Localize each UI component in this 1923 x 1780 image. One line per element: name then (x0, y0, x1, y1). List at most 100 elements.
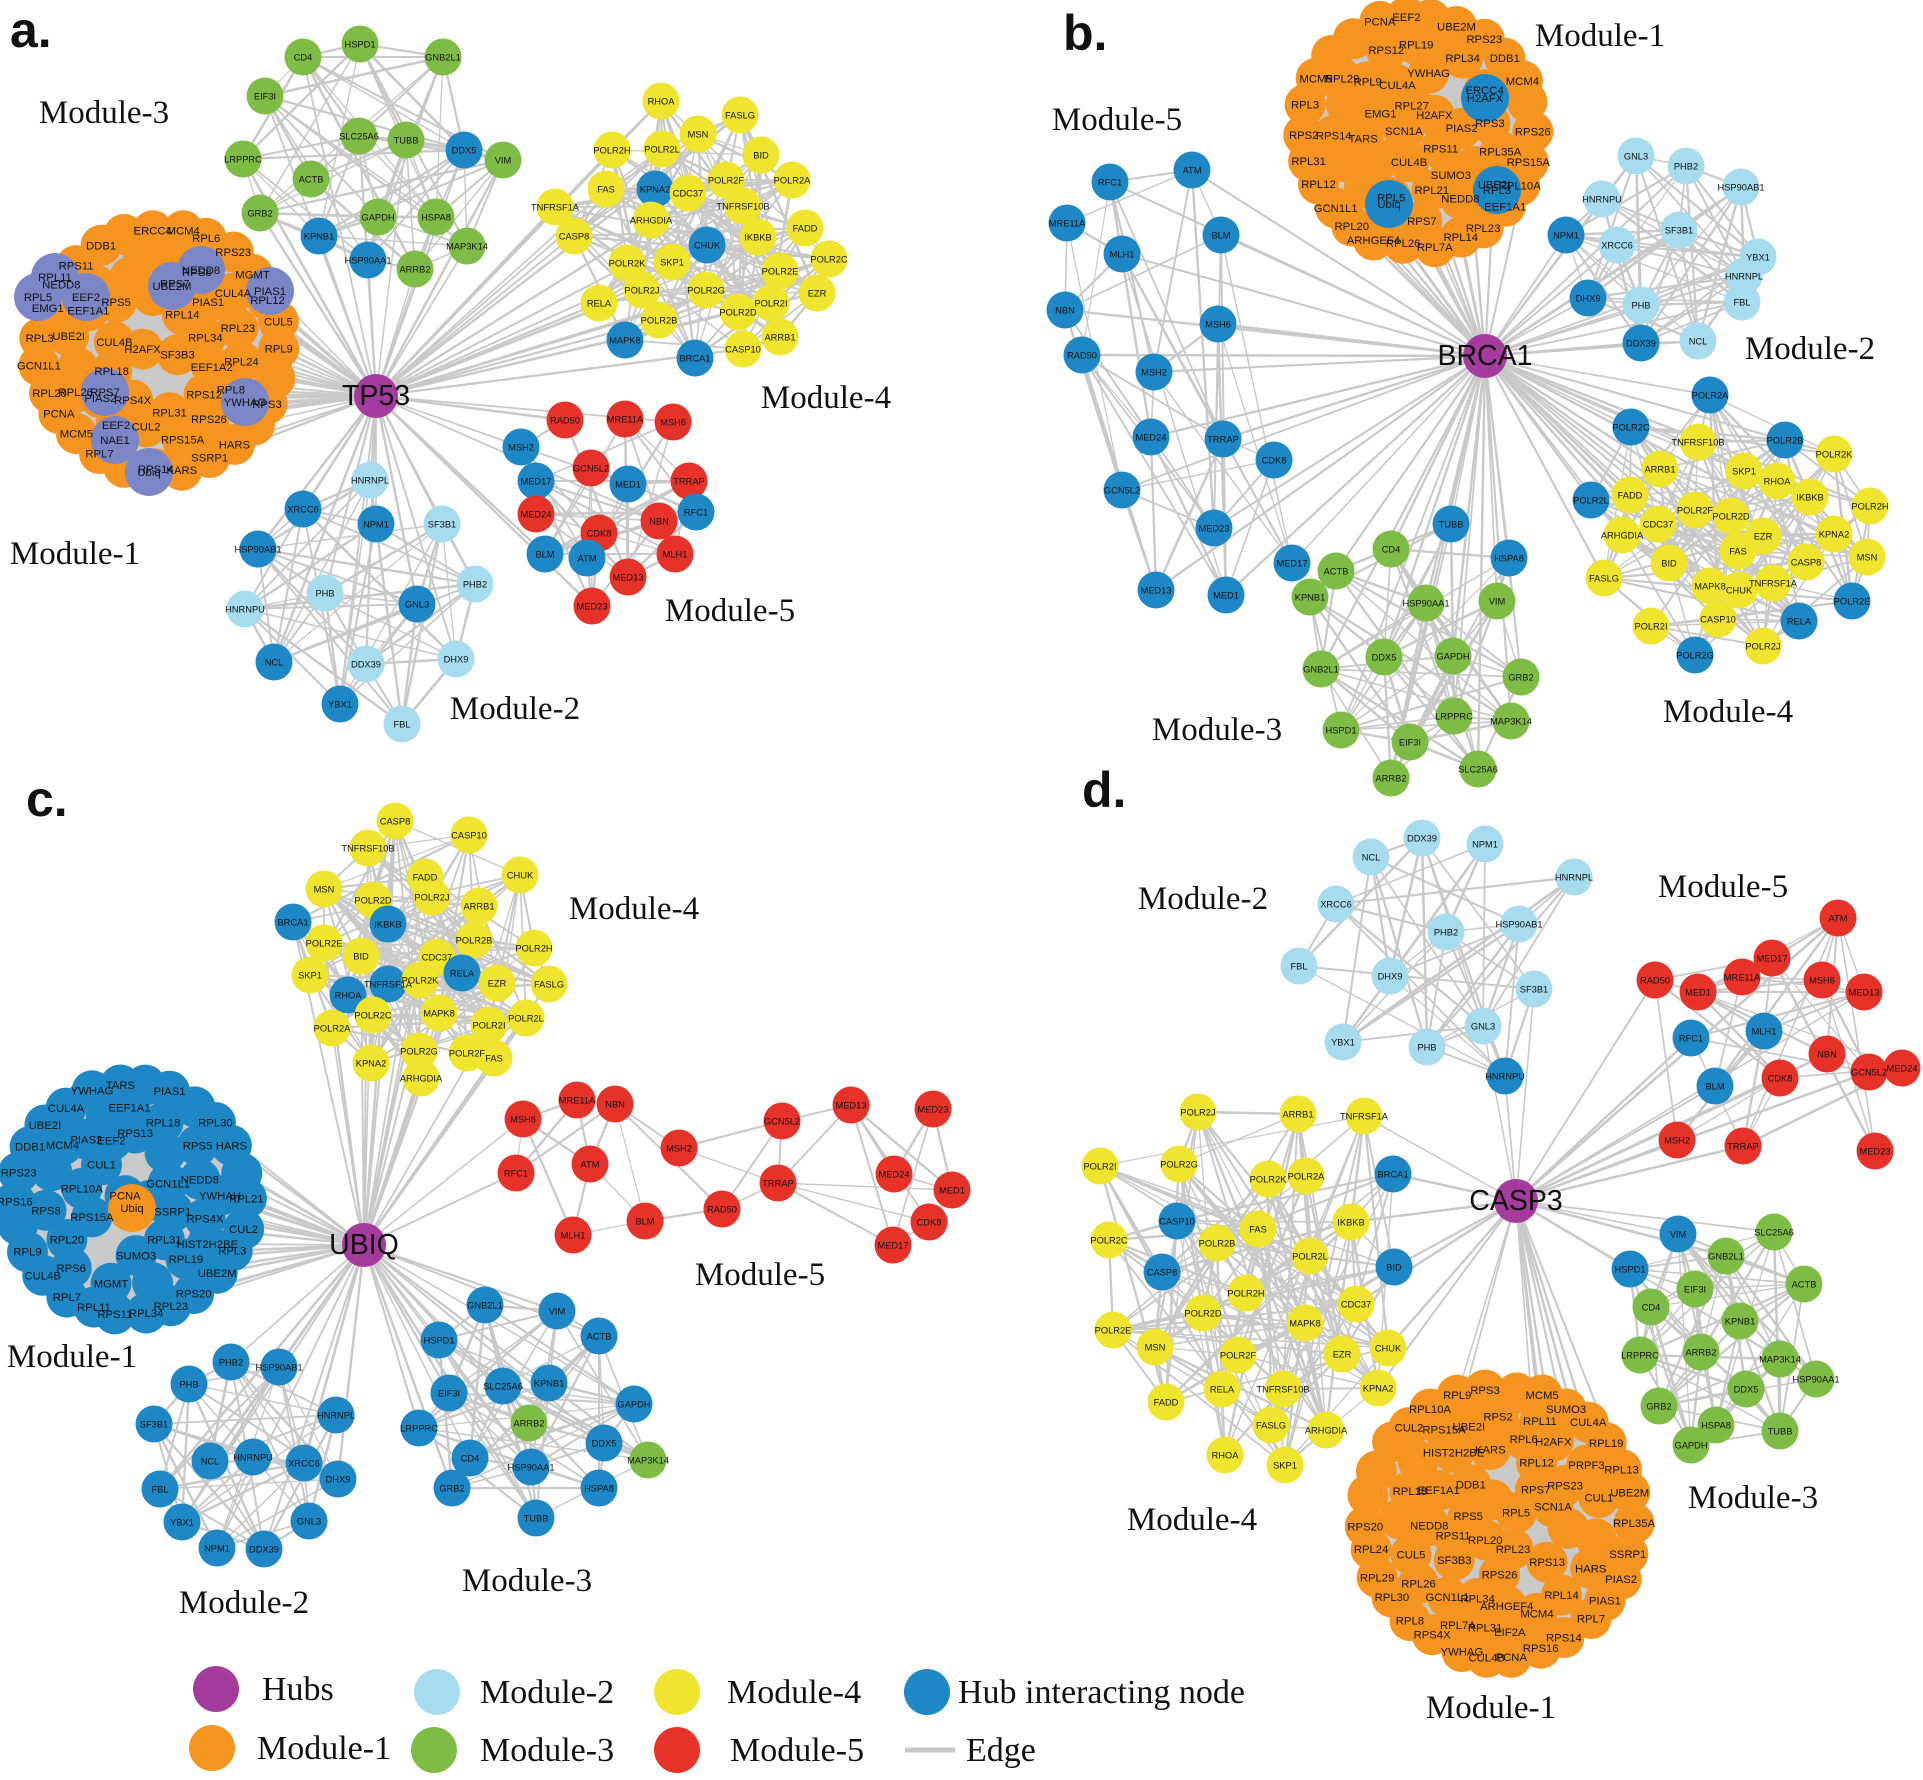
svg-text:CHUK: CHUK (1375, 1343, 1402, 1353)
svg-text:ARHGEF4: ARHGEF4 (1480, 1601, 1533, 1613)
svg-text:PIAS1: PIAS1 (254, 286, 286, 298)
svg-text:RPS8: RPS8 (31, 1205, 61, 1217)
svg-text:MAP3K14: MAP3K14 (1490, 716, 1532, 726)
svg-text:Module-3: Module-3 (480, 1732, 614, 1769)
svg-text:MED13: MED13 (612, 572, 643, 582)
svg-text:TUBB: TUBB (1439, 519, 1464, 529)
svg-text:RPL31: RPL31 (1468, 1623, 1503, 1635)
svg-text:POLR2C: POLR2C (1612, 422, 1649, 432)
svg-text:NCL: NCL (1689, 336, 1708, 346)
svg-text:GAPDH: GAPDH (1436, 651, 1469, 661)
svg-text:NEDD8: NEDD8 (42, 280, 80, 292)
svg-text:RPS23: RPS23 (1, 1167, 37, 1179)
svg-text:NBN: NBN (605, 1099, 625, 1109)
svg-text:POLR2K: POLR2K (402, 975, 439, 985)
svg-text:TARS: TARS (106, 1080, 136, 1092)
svg-text:YWHAG: YWHAG (1441, 1647, 1484, 1659)
svg-text:SLC25A6: SLC25A6 (1754, 1227, 1794, 1237)
svg-text:SKP1: SKP1 (660, 257, 684, 267)
svg-text:ERCC4: ERCC4 (1465, 85, 1503, 97)
svg-text:GNB2L1: GNB2L1 (1303, 664, 1339, 674)
svg-text:MSH6: MSH6 (510, 1114, 536, 1124)
svg-text:RPS7: RPS7 (90, 387, 120, 399)
svg-text:GRB2: GRB2 (1508, 672, 1533, 682)
svg-text:RAD50: RAD50 (1067, 350, 1097, 360)
svg-text:SSRP1: SSRP1 (191, 453, 228, 465)
svg-text:POLR2J: POLR2J (1180, 1107, 1215, 1117)
svg-text:POLR2D: POLR2D (719, 307, 756, 317)
svg-text:RPL7: RPL7 (1577, 1613, 1605, 1625)
svg-text:VIM: VIM (1489, 596, 1506, 606)
svg-text:RPL3: RPL3 (218, 1246, 246, 1258)
svg-text:POLR2J: POLR2J (414, 892, 449, 902)
svg-text:IKBKB: IKBKB (744, 232, 771, 242)
svg-text:PHB2: PHB2 (463, 579, 487, 589)
svg-text:MED17: MED17 (1276, 558, 1307, 568)
svg-text:Module-2: Module-2 (480, 1674, 614, 1711)
svg-text:POLR2C: POLR2C (810, 254, 847, 264)
svg-text:GAPDH: GAPDH (617, 1399, 650, 1409)
svg-text:PHB: PHB (1417, 1042, 1436, 1052)
svg-text:Module-2: Module-2 (179, 1585, 309, 1621)
svg-text:CHUK: CHUK (1726, 585, 1753, 595)
svg-text:POLR2D: POLR2D (354, 895, 391, 905)
svg-text:MED17: MED17 (877, 1240, 908, 1250)
svg-text:GCN1L1: GCN1L1 (146, 1178, 190, 1190)
svg-text:GRB2: GRB2 (247, 208, 272, 218)
svg-text:YBX1: YBX1 (1746, 252, 1770, 262)
svg-text:MED1: MED1 (939, 1185, 965, 1195)
svg-text:GNL3: GNL3 (405, 599, 429, 609)
svg-text:CD4: CD4 (294, 52, 313, 62)
svg-text:POLR2L: POLR2L (508, 1013, 544, 1023)
svg-text:MED17: MED17 (1756, 953, 1787, 963)
svg-text:MSH2: MSH2 (666, 1143, 692, 1153)
svg-text:RELA: RELA (587, 298, 612, 308)
svg-text:RPL26: RPL26 (58, 387, 93, 399)
svg-text:ERCC4: ERCC4 (134, 226, 172, 238)
svg-text:PHB2: PHB2 (219, 1357, 243, 1367)
svg-text:EMG1: EMG1 (32, 303, 64, 315)
svg-text:RPL11: RPL11 (77, 1302, 111, 1314)
svg-text:TRRAP: TRRAP (1727, 1141, 1759, 1151)
svg-text:H2AFX: H2AFX (1467, 93, 1504, 105)
svg-text:UBE2I: UBE2I (1452, 1422, 1485, 1434)
svg-text:EIF3I: EIF3I (1399, 737, 1421, 747)
svg-text:GCN5L2: GCN5L2 (573, 463, 609, 473)
svg-text:HSP90AB1: HSP90AB1 (1495, 919, 1542, 929)
svg-text:Module-4: Module-4 (569, 891, 699, 927)
svg-text:POLR2B: POLR2B (456, 935, 493, 945)
svg-text:MRE11A: MRE11A (1049, 218, 1086, 228)
svg-text:XRCC6: XRCC6 (1320, 899, 1352, 909)
svg-text:PCNA: PCNA (43, 408, 75, 420)
svg-text:MSN: MSN (688, 129, 709, 139)
svg-text:RPL24: RPL24 (1354, 1544, 1389, 1556)
svg-text:UBE2I: UBE2I (52, 331, 85, 343)
svg-text:POLR2I: POLR2I (1634, 621, 1667, 631)
svg-text:RPS15A: RPS15A (1507, 157, 1551, 169)
svg-text:RPS7: RPS7 (160, 278, 190, 290)
svg-text:MED24: MED24 (1886, 1063, 1917, 1073)
svg-text:RPL9: RPL9 (13, 1247, 41, 1259)
svg-text:KPNB1: KPNB1 (1725, 1316, 1756, 1326)
svg-text:BID: BID (753, 150, 769, 160)
svg-text:YBX1: YBX1 (328, 699, 352, 709)
svg-text:MED1: MED1 (1213, 590, 1239, 600)
svg-text:PHB: PHB (315, 588, 334, 598)
svg-text:NEDD8: NEDD8 (181, 1174, 219, 1186)
svg-text:POLR2J: POLR2J (624, 285, 659, 295)
svg-text:RPL7A: RPL7A (1417, 242, 1453, 254)
svg-text:RPL24: RPL24 (224, 357, 259, 369)
svg-text:NPM1: NPM1 (363, 519, 389, 529)
svg-text:RPL10A: RPL10A (61, 1183, 104, 1195)
svg-text:Module-3: Module-3 (462, 1563, 592, 1599)
svg-text:ARHGDIA: ARHGDIA (1305, 1425, 1348, 1435)
svg-text:MED13: MED13 (1848, 987, 1879, 997)
svg-text:RPL34: RPL34 (188, 333, 223, 345)
svg-text:UBE2I: UBE2I (29, 1120, 62, 1132)
svg-text:CUL4A: CUL4A (48, 1103, 85, 1115)
svg-text:PHB: PHB (1631, 300, 1650, 310)
svg-text:RPS15A: RPS15A (70, 1212, 114, 1224)
svg-text:RPS23: RPS23 (1466, 34, 1502, 46)
svg-text:NCL: NCL (1362, 852, 1381, 862)
svg-text:CUL2: CUL2 (229, 1224, 258, 1236)
